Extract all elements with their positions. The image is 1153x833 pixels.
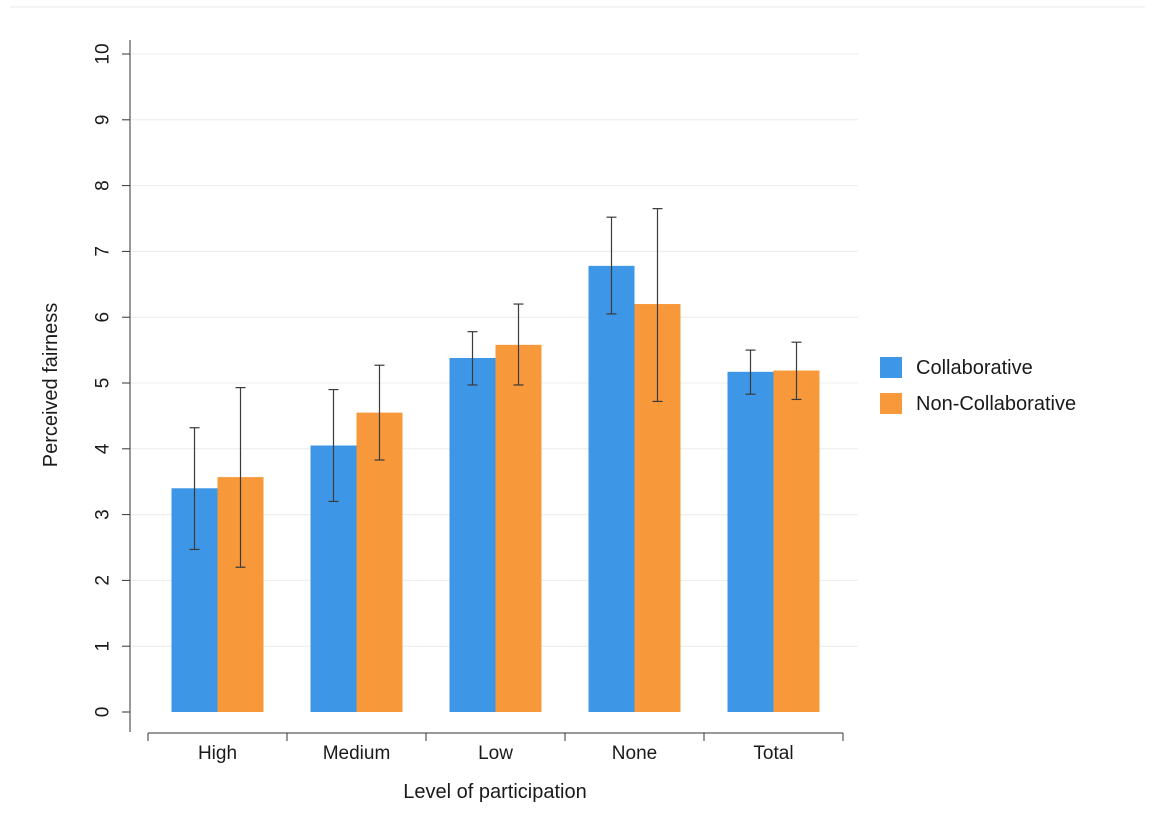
y-tick-label: 8 xyxy=(93,180,114,191)
x-tick-label: None xyxy=(612,743,657,764)
bar-non-collaborative-total xyxy=(773,370,820,712)
bar-non-collaborative-medium xyxy=(356,412,403,712)
legend: Collaborative Non-Collaborative xyxy=(880,357,1076,415)
y-tick-label: 7 xyxy=(93,246,114,257)
y-tick-label: 1 xyxy=(93,641,114,652)
legend-swatch-non-collaborative xyxy=(880,393,902,414)
axes: 0 1 2 3 4 5 6 7 8 9 10 High Medium Low None Total xyxy=(93,40,844,764)
bars xyxy=(171,265,820,712)
y-tick-label: 9 xyxy=(93,115,114,126)
legend-label-non-collaborative: Non-Collaborative xyxy=(916,393,1076,415)
bar-collaborative-total xyxy=(727,371,774,712)
legend-label-collaborative: Collaborative xyxy=(916,357,1033,379)
y-tick-label: 6 xyxy=(93,312,114,323)
x-tick-label: Medium xyxy=(323,743,391,764)
x-axis-title: Level of participation xyxy=(403,781,586,803)
x-tick-label: High xyxy=(198,743,237,764)
error-bars xyxy=(189,208,802,568)
y-tick-label: 5 xyxy=(93,378,114,389)
y-tick-label: 4 xyxy=(93,443,114,454)
bar-collaborative-low xyxy=(449,357,496,712)
y-tick-label: 10 xyxy=(93,43,114,64)
bar-collaborative-none xyxy=(588,265,635,712)
bar-non-collaborative-low xyxy=(495,344,542,712)
x-tick-label: Low xyxy=(478,743,513,764)
y-tick-label: 0 xyxy=(93,707,114,718)
x-tick-label: Total xyxy=(753,743,793,764)
y-axis-title: Perceived fairness xyxy=(40,303,62,468)
y-tick-label: 2 xyxy=(93,575,114,586)
y-tick-label: 3 xyxy=(93,509,114,520)
legend-swatch-collaborative xyxy=(880,357,902,378)
